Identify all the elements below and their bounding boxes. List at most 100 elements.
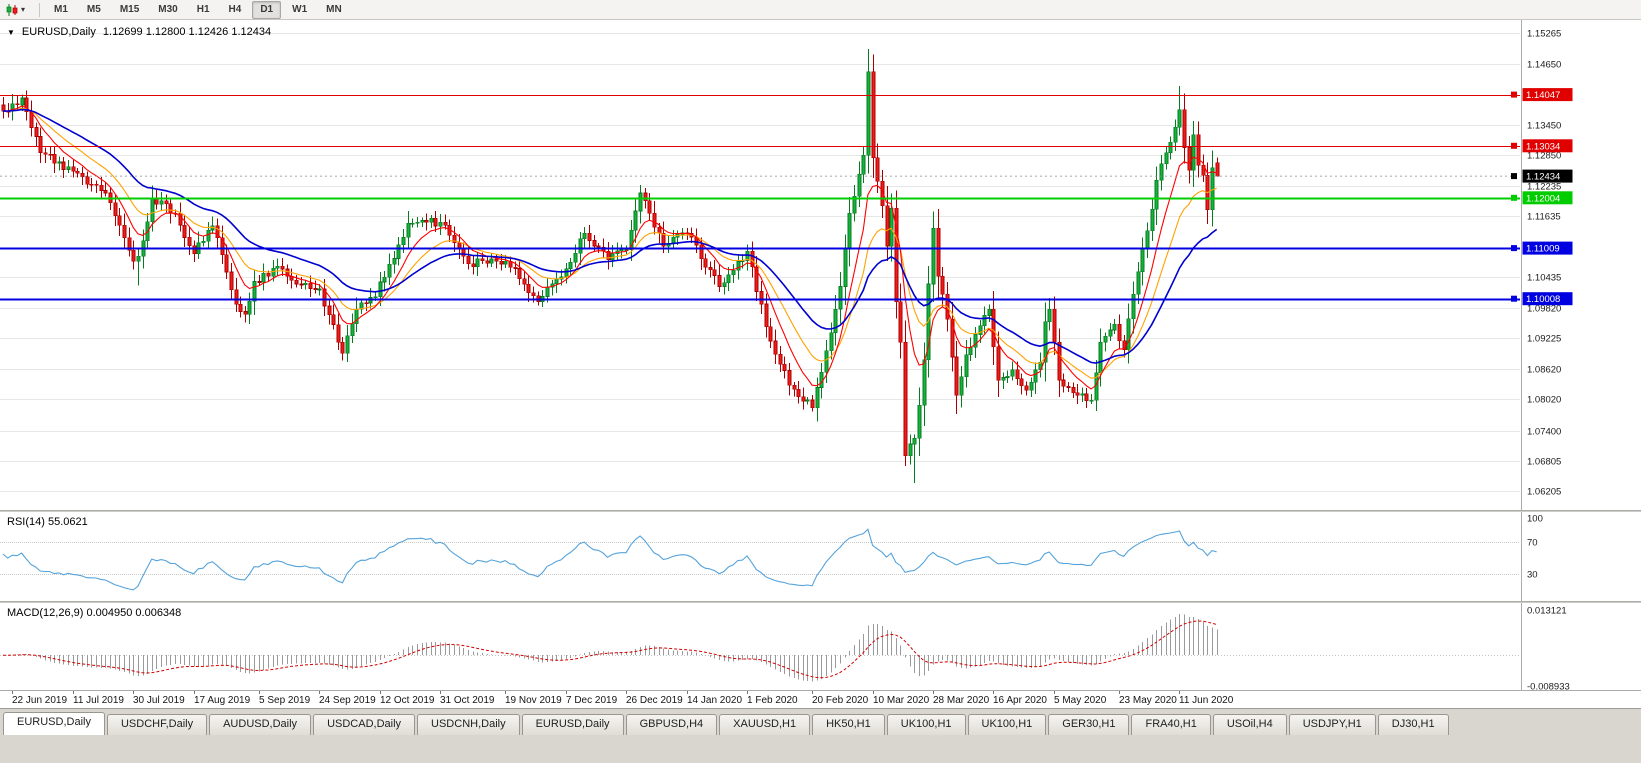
- price-level-badge: [1522, 191, 1573, 205]
- tab-usdcad-daily[interactable]: USDCAD,Daily: [313, 714, 416, 735]
- svg-text:1.10435: 1.10435: [1527, 273, 1561, 284]
- panel-divider-rsi[interactable]: [0, 510, 1641, 512]
- tab-usoil-h4[interactable]: USOil,H4: [1212, 714, 1287, 735]
- price-level-badge-marker: [1511, 91, 1517, 98]
- timeframe-button-m5[interactable]: M5: [86, 3, 101, 15]
- date-label: 12 Oct 2019: [380, 695, 435, 706]
- chart-type-icon[interactable]: [5, 3, 19, 16]
- rsi-axis-label: 30: [1527, 570, 1538, 581]
- tab-hk50-h1[interactable]: HK50,H1: [812, 714, 885, 735]
- svg-text:1.09820: 1.09820: [1527, 304, 1561, 315]
- date-tick: [747, 691, 748, 694]
- price-level-badge-text: 1.10008: [1526, 294, 1560, 305]
- tab-fra40-h1[interactable]: FRA40,H1: [1131, 714, 1211, 735]
- tab-dj30-h1[interactable]: DJ30,H1: [1377, 714, 1449, 735]
- svg-text:1.11635: 1.11635: [1527, 212, 1561, 223]
- svg-text:1.06205: 1.06205: [1527, 487, 1561, 498]
- tab-usdjpy-h1[interactable]: USDJPY,H1: [1288, 714, 1376, 735]
- date-tick: [812, 691, 813, 694]
- ma-mid-line: [3, 107, 1217, 379]
- macd-signal-line: [3, 620, 1217, 679]
- price-level-badge-marker: [1511, 295, 1517, 302]
- timeframe-button-h4[interactable]: H4: [228, 3, 242, 15]
- price-axis-labels: 1.15265 1.14650 1.13450 1.12850 1.12235 1.116…: [1527, 29, 1561, 498]
- toolbar: ▾ M1 M5 M15 M30 H1 H4 D1 W1 MN: [0, 0, 1641, 20]
- toolbar-separator: [39, 2, 41, 17]
- rsi-line: [2, 528, 1217, 591]
- timeframe-button-mn[interactable]: MN: [326, 3, 342, 15]
- tab-eurusd-daily[interactable]: EURUSD,Daily: [3, 712, 105, 735]
- date-tick: [626, 691, 627, 694]
- bottom-strip: EURUSD,Daily USDCHF,Daily AUDUSD,Daily USDC…: [0, 708, 1641, 763]
- date-tick: [380, 691, 381, 694]
- price-chart-panel[interactable]: 1.15265 1.14650 1.13450 1.12850 1.12235 1.116…: [0, 20, 1641, 510]
- chart-type-dropdown-caret-icon[interactable]: ▾: [21, 5, 26, 14]
- svg-text:1.06805: 1.06805: [1527, 457, 1561, 468]
- tab-uk100-h1[interactable]: UK100,H1: [886, 714, 966, 735]
- date-label: 24 Sep 2019: [319, 695, 376, 706]
- date-tick: [440, 691, 441, 694]
- price-level-badge: [1522, 292, 1573, 306]
- rsi-axis-label: 70: [1527, 538, 1538, 549]
- panel-divider-macd[interactable]: [0, 601, 1641, 603]
- current-price-badge-text: 1.12434: [1526, 172, 1560, 183]
- date-label: 16 Apr 2020: [993, 695, 1047, 706]
- price-level-badge-text: 1.13034: [1526, 141, 1560, 152]
- price-level-badge: [1522, 88, 1573, 102]
- timeframe-buttons: M1 M5 M15 M30 H1 H4 D1 W1 MN: [46, 0, 350, 19]
- macd-panel[interactable]: 0.013121 -0.008933 MACD(12,26,9) 0.004950…: [0, 603, 1641, 690]
- svg-text:1.08020: 1.08020: [1527, 395, 1561, 406]
- tab-usdchf-daily[interactable]: USDCHF,Daily: [106, 714, 208, 735]
- candlestick-icon-glyph: [6, 3, 18, 16]
- rsi-canvas: 100 70 30: [0, 512, 1543, 601]
- tab-gbpusd-h4[interactable]: GBPUSD,H4: [625, 714, 718, 735]
- timeframe-button-m15[interactable]: M15: [119, 3, 140, 15]
- date-label: 23 May 2020: [1119, 695, 1177, 706]
- rsi-panel[interactable]: 100 70 30 RSI(14) 55.0621: [0, 512, 1641, 601]
- tab-uk100-h1[interactable]: UK100,H1: [967, 714, 1047, 735]
- date-tick: [73, 691, 74, 694]
- date-tick: [505, 691, 506, 694]
- date-label: 26 Dec 2019: [626, 695, 683, 706]
- timeframe-button-d1[interactable]: D1: [252, 0, 282, 19]
- timeframe-button-m30[interactable]: M30: [158, 3, 178, 15]
- date-label: 7 Dec 2019: [566, 695, 618, 706]
- date-label: 5 May 2020: [1054, 695, 1107, 706]
- date-tick: [1179, 691, 1180, 694]
- macd-canvas: 0.013121 -0.008933: [0, 603, 1570, 691]
- date-label: 22 Jun 2019: [12, 695, 68, 706]
- svg-text:1.12235: 1.12235: [1527, 182, 1561, 193]
- date-label: 17 Aug 2019: [194, 695, 251, 706]
- price-chart-canvas[interactable]: 1.15265 1.14650 1.13450 1.12850 1.12235 1.116…: [0, 20, 1641, 510]
- tab-eurusd-daily[interactable]: EURUSD,Daily: [521, 714, 624, 735]
- timeframe-button-h1[interactable]: H1: [196, 3, 210, 15]
- date-label: 20 Feb 2020: [812, 695, 869, 706]
- date-axis[interactable]: 22 Jun 2019 11 Jul 2019 30 Jul 2019 17 Aug …: [0, 690, 1641, 708]
- date-tick: [687, 691, 688, 694]
- svg-text:1.15265: 1.15265: [1527, 29, 1561, 40]
- tab-audusd-daily[interactable]: AUDUSD,Daily: [209, 714, 312, 735]
- svg-text:1.08620: 1.08620: [1527, 365, 1561, 376]
- date-label: 1 Feb 2020: [747, 695, 798, 706]
- svg-text:1.13450: 1.13450: [1527, 121, 1561, 132]
- macd-histogram: [11, 614, 1219, 682]
- date-label: 10 Mar 2020: [873, 695, 930, 706]
- price-gridlines: [0, 33, 1520, 492]
- chart-tabs: EURUSD,Daily USDCHF,Daily AUDUSD,Daily USDC…: [3, 711, 1641, 735]
- svg-text:1.09225: 1.09225: [1527, 334, 1561, 345]
- horizontal-levels: [0, 95, 1520, 301]
- macd-axis-label: -0.008933: [1527, 682, 1570, 691]
- timeframe-button-m1[interactable]: M1: [54, 3, 68, 15]
- date-label: 5 Sep 2019: [259, 695, 311, 706]
- tab-xauusd-h1[interactable]: XAUUSD,H1: [719, 714, 811, 735]
- price-level-badge: [1522, 139, 1573, 153]
- tab-usdcnh-daily[interactable]: USDCNH,Daily: [417, 714, 520, 735]
- tab-ger30-h1[interactable]: GER30,H1: [1048, 714, 1130, 735]
- timeframe-button-w1[interactable]: W1: [292, 3, 308, 15]
- date-label: 30 Jul 2019: [133, 695, 185, 706]
- price-level-badge-marker: [1511, 194, 1517, 201]
- symbol-dropdown-icon[interactable]: ▼: [7, 27, 15, 37]
- date-tick: [319, 691, 320, 694]
- date-tick: [133, 691, 134, 694]
- date-tick: [1054, 691, 1055, 694]
